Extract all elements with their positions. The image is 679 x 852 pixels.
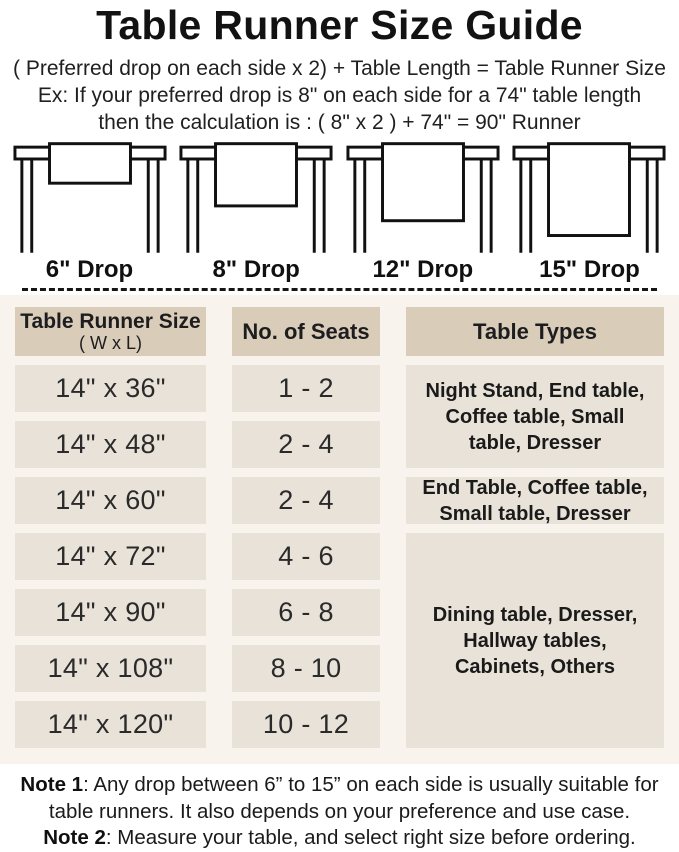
column-header-title: No. of Seats bbox=[242, 319, 370, 344]
drop-illustration: 8" Drop bbox=[175, 142, 338, 283]
seats-cell: 8 - 10 bbox=[232, 645, 380, 692]
note-text: : Measure your table, and select right s… bbox=[105, 826, 636, 849]
runner-size-cell: 14" x 48" bbox=[15, 421, 206, 468]
size-chart: Table Runner Size( W x L) No. of Seats Tab… bbox=[0, 295, 679, 764]
seats-cell: 2 - 4 bbox=[232, 421, 380, 468]
table-types-cell: End Table, Coffee table, Small table, Dr… bbox=[406, 477, 664, 525]
drop-label: 15" Drop bbox=[539, 256, 640, 283]
table-with-runner-icon bbox=[12, 142, 167, 253]
seats-cell: 2 - 4 bbox=[232, 477, 380, 524]
note-label: Note 2 bbox=[43, 826, 106, 849]
table-types-cell: Dining table, Dresser, Hallway tables, C… bbox=[406, 533, 664, 748]
notes-section: Note 1: Any drop between 6” to 15” on ea… bbox=[0, 764, 679, 852]
table-with-runner-icon bbox=[179, 142, 333, 253]
formula-example-line1: Ex: If your preferred drop is 8" on each… bbox=[37, 84, 642, 107]
column-header: No. of Seats bbox=[232, 307, 380, 356]
formula-example-line2: then the calculation is : ( 8" x 2 ) + 7… bbox=[98, 111, 581, 134]
table-types-cell: Night Stand, End table, Coffee table, Sm… bbox=[406, 365, 664, 468]
note-text: : Any drop between 6” to 15” on each sid… bbox=[48, 773, 659, 823]
runner-size-cell: 14" x 72" bbox=[15, 533, 206, 580]
runner-size-cell: 14" x 60" bbox=[15, 477, 206, 524]
column-header-title: Table Types bbox=[473, 319, 597, 344]
table-with-runner-icon bbox=[512, 142, 666, 253]
drop-label: 12" Drop bbox=[372, 256, 474, 283]
runner-size-cell: 14" x 90" bbox=[15, 589, 206, 636]
note: Note 2: Measure your table, and select r… bbox=[6, 825, 673, 852]
runner-size-cell: 14" x 36" bbox=[15, 365, 206, 412]
note: Note 1: Any drop between 6” to 15” on ea… bbox=[6, 772, 673, 825]
drop-illustration: 15" Drop bbox=[508, 142, 671, 283]
formula-rule: ( Preferred drop on each side x 2) + Tab… bbox=[13, 57, 666, 80]
drop-label: 6" Drop bbox=[45, 256, 134, 283]
seats-cell: 6 - 8 bbox=[232, 589, 380, 636]
column-header: Table Runner Size( W x L) bbox=[15, 307, 206, 356]
page-title: Table Runner Size Guide bbox=[96, 2, 583, 48]
seats-cell: 4 - 6 bbox=[232, 533, 380, 580]
seats-cell: 1 - 2 bbox=[232, 365, 380, 412]
drop-illustrations-row: 6" Drop 8" Drop 12" Drop 15" Drop bbox=[0, 135, 679, 283]
note-label: Note 1 bbox=[20, 773, 84, 796]
drop-illustration: 6" Drop bbox=[8, 142, 171, 283]
drop-illustration: 12" Drop bbox=[341, 142, 504, 283]
table-with-runner-icon bbox=[346, 142, 500, 253]
column-header-subtitle: ( W x L) bbox=[79, 333, 142, 353]
runner-size-cell: 14" x 120" bbox=[15, 701, 206, 748]
dashed-divider bbox=[22, 288, 657, 291]
drop-label: 8" Drop bbox=[212, 256, 300, 283]
runner-size-cell: 14" x 108" bbox=[15, 645, 206, 692]
seats-cell: 10 - 12 bbox=[232, 701, 380, 748]
column-header-title: Table Runner Size bbox=[20, 310, 201, 333]
column-header: Table Types bbox=[406, 307, 664, 356]
